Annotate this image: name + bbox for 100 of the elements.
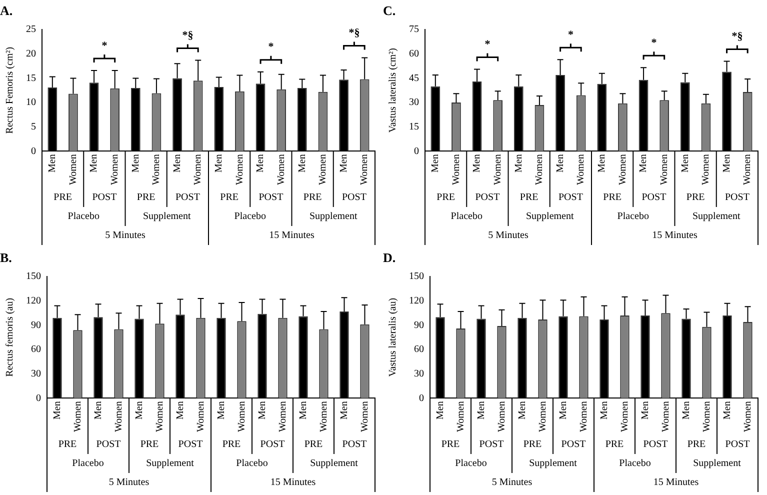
- x-tick-label: Men: [88, 154, 100, 172]
- x-tick-label: Women: [109, 154, 120, 186]
- text: POST: [642, 192, 666, 204]
- text: POST: [178, 439, 203, 450]
- text: PRE: [523, 439, 542, 450]
- x-tick-label: Men: [680, 401, 692, 420]
- y-tick-label: 45: [409, 72, 419, 84]
- y-tick-label: 15: [409, 121, 419, 132]
- x-tick-label: Women: [276, 154, 287, 186]
- x-tick-label: Men: [296, 154, 308, 172]
- x-tick-label: Men: [472, 154, 483, 172]
- x-tick-label: Men: [596, 154, 608, 172]
- x-tick-label: Women: [234, 154, 246, 186]
- x-tick-label: Men: [722, 401, 733, 420]
- x-tick-label: Women: [496, 401, 508, 432]
- x-tick-label: Men: [338, 401, 350, 420]
- text: POST: [643, 439, 668, 450]
- text: PRE: [303, 192, 322, 204]
- x-tick-label: Men: [256, 401, 268, 420]
- x-tick-label: Women: [492, 154, 504, 186]
- text: PRE: [304, 439, 323, 450]
- y-tick-label: 25: [26, 24, 36, 36]
- y-axis-title: Vastus lateralis (cm²): [388, 48, 399, 133]
- annotation: *: [568, 28, 574, 41]
- y-tick-label: 75: [409, 24, 419, 36]
- x-tick-label: Women: [578, 401, 590, 432]
- text: PRE: [140, 439, 159, 450]
- text: Supplement: [146, 458, 194, 470]
- x-tick-label: Men: [434, 401, 446, 420]
- x-tick-label: Men: [255, 154, 266, 172]
- annotation: *§: [348, 27, 360, 40]
- x-tick-label: Women: [359, 154, 370, 186]
- text: Placebo: [617, 211, 649, 222]
- x-tick-label: Women: [660, 401, 672, 432]
- annotation: *: [102, 40, 108, 52]
- x-tick-label: Men: [52, 401, 63, 420]
- text: Placebo: [68, 211, 100, 222]
- y-tick-label: 30: [414, 368, 424, 380]
- x-tick-label: Women: [151, 154, 162, 186]
- y-tick-label: 0: [414, 146, 419, 157]
- x-tick-label: Men: [680, 154, 691, 172]
- y-tick-label: 60: [31, 344, 41, 356]
- text: PRE: [136, 192, 156, 204]
- chart-title: A.: [0, 3, 13, 18]
- x-tick-label: Women: [537, 401, 548, 432]
- y-tick-label: 60: [409, 48, 419, 60]
- x-tick-label: Women: [534, 154, 546, 186]
- text: POST: [558, 192, 583, 204]
- x-tick-label: Men: [598, 401, 610, 420]
- text: 5 Minutes: [492, 477, 532, 488]
- text: Supplement: [309, 211, 358, 222]
- x-tick-label: Men: [130, 154, 142, 172]
- text: POST: [342, 439, 367, 450]
- x-tick-label: Men: [338, 154, 350, 172]
- text: 15 Minutes: [653, 477, 699, 488]
- x-tick-label: Women: [742, 154, 754, 186]
- y-tick-label: 0: [36, 392, 41, 404]
- x-tick-label: Women: [236, 401, 248, 432]
- x-tick-label: Women: [113, 401, 124, 432]
- y-tick-label: 150: [26, 271, 41, 282]
- text: Supplement: [529, 458, 578, 470]
- text: PRE: [687, 439, 706, 450]
- text: POST: [96, 439, 121, 450]
- y-tick-label: 20: [26, 48, 36, 60]
- y-tick-label: 5: [31, 121, 36, 132]
- x-tick-label: Men: [640, 401, 651, 420]
- text: POST: [561, 439, 586, 450]
- x-tick-label: Men: [92, 401, 104, 420]
- text: Placebo: [72, 458, 104, 470]
- y-tick-label: 15: [26, 72, 36, 84]
- text: 5 Minutes: [105, 230, 146, 242]
- chart-title: C.: [383, 3, 396, 18]
- x-tick-label: Men: [298, 401, 309, 420]
- x-tick-label: Women: [318, 154, 329, 186]
- y-tick-label: 120: [26, 296, 41, 307]
- x-tick-label: Women: [72, 401, 84, 432]
- x-tick-label: Men: [554, 154, 566, 172]
- x-tick-label: Women: [154, 401, 166, 432]
- text: Supplement: [310, 458, 358, 470]
- annotation: *: [484, 38, 491, 51]
- y-tick-label: 90: [31, 320, 41, 331]
- text: PRE: [441, 439, 460, 450]
- chart-title: B.: [0, 250, 12, 266]
- text: 5 Minutes: [108, 477, 150, 488]
- text: PRE: [436, 192, 455, 204]
- x-tick-label: Women: [619, 401, 630, 432]
- text: PRE: [54, 192, 72, 204]
- text: POST: [258, 192, 284, 204]
- x-tick-label: Men: [513, 154, 524, 172]
- y-tick-label: 0: [31, 146, 36, 157]
- text: POST: [175, 192, 200, 204]
- text: POST: [725, 439, 750, 450]
- x-tick-label: Men: [172, 154, 183, 172]
- text: 15 Minutes: [652, 230, 698, 242]
- y-tick-label: 60: [414, 344, 424, 356]
- x-tick-label: Women: [450, 154, 462, 186]
- text: Placebo: [234, 211, 266, 222]
- x-tick-label: Women: [617, 154, 628, 186]
- x-tick-label: Men: [430, 154, 442, 172]
- x-tick-label: Women: [742, 401, 754, 432]
